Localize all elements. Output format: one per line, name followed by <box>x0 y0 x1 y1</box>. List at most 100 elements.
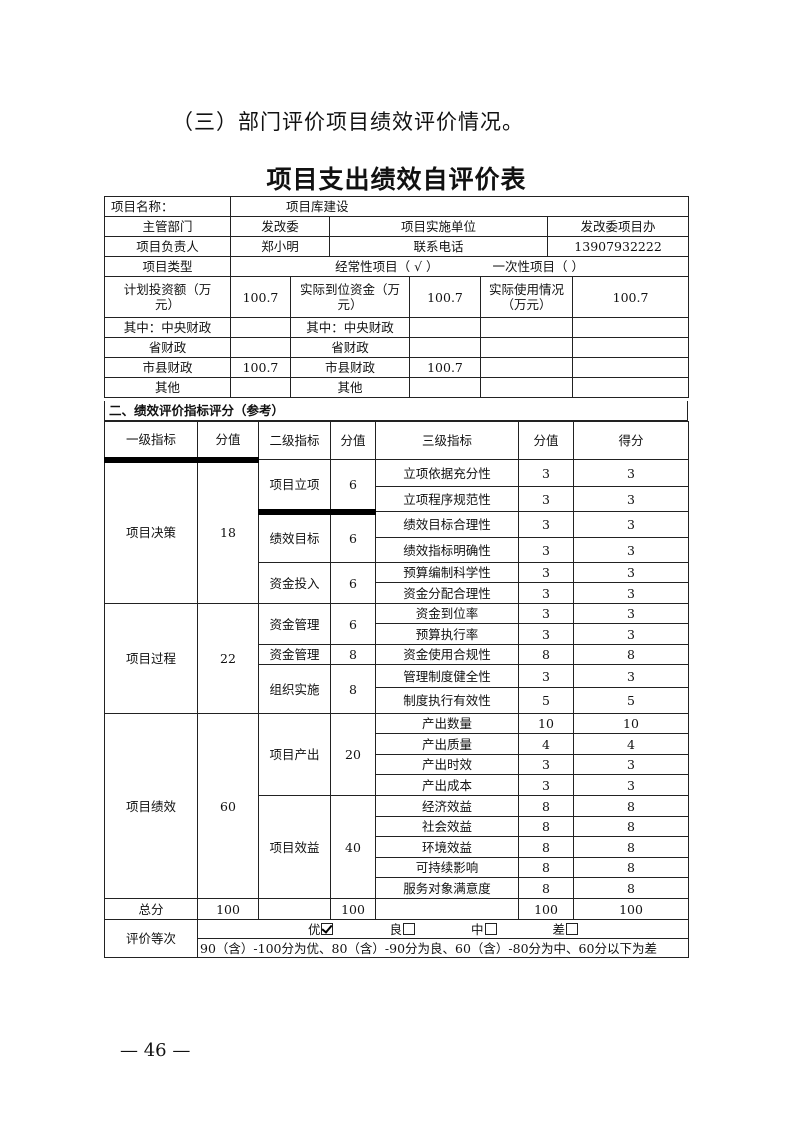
grade-option-label: 差 <box>552 921 566 937</box>
level2-score: 6 <box>330 508 376 563</box>
empty-cell <box>571 337 690 358</box>
funding-actual-label: 其中：中央财政 <box>290 317 410 338</box>
total-score: 100 <box>197 898 259 920</box>
checkbox-icon[interactable] <box>566 922 579 935</box>
grade-option-label: 良 <box>389 921 402 937</box>
indicator-row: 绩效指标明确性 3 3 <box>105 537 689 563</box>
grade-legend: 90（含）-100分为优、80（含）-90分为良、60（含）-80分为中、60分… <box>197 938 689 958</box>
level3-score: 3 <box>518 623 574 645</box>
indicator-row: 社会效益 8 8 <box>105 816 689 837</box>
level3-score: 3 <box>518 664 574 688</box>
indicator-row: 服务对象满意度 8 8 <box>105 877 689 899</box>
checkbox-icon[interactable] <box>403 922 415 935</box>
grade-option[interactable]: 优 <box>308 922 334 937</box>
owner-label: 项目负责人 <box>104 236 231 257</box>
type-regular: 经常性项目（ √ ） <box>335 259 439 274</box>
level3-name: 经济效益 <box>375 795 519 817</box>
level3-name: 资金分配合理性 <box>375 582 519 604</box>
total-level2-score: 100 <box>330 898 376 920</box>
grade-option[interactable]: 差 <box>553 922 579 937</box>
dept: 发改委 <box>230 216 330 237</box>
level2-name: 绩效目标 <box>258 508 331 563</box>
plan-amount: 100.7 <box>230 276 291 318</box>
funding-actual-label: 其他 <box>290 377 410 398</box>
level3-got: 3 <box>573 623 689 645</box>
actual-amount: 100.7 <box>409 276 481 318</box>
level3-name: 产出成本 <box>375 774 519 796</box>
column-header: 分值 <box>518 421 574 460</box>
funding-row: 其中：中央财政 其中：中央财政 <box>104 317 690 338</box>
level3-score: 3 <box>518 603 574 624</box>
funding-row: 省财政 省财政 <box>104 337 690 358</box>
empty-cell <box>480 317 573 338</box>
indicator-row: 预算执行率 3 3 <box>105 623 689 645</box>
level3-score: 8 <box>518 644 574 665</box>
level1-score: 18 <box>197 456 259 604</box>
actual-label: 实际到位资金（万元） <box>290 276 410 318</box>
funding-actual-value <box>409 317 481 338</box>
level3-got: 8 <box>573 816 689 837</box>
level3-name: 产出质量 <box>375 733 519 755</box>
phone-label: 联系电话 <box>329 236 548 257</box>
grade-options: 优良中差 <box>197 919 689 939</box>
total-row: 总分 100 100 100 100 <box>104 898 689 920</box>
grade-legend-row: 90（含）-100分为优、80（含）-90分为良、60（含）-80分为中、60分… <box>105 938 689 958</box>
level2-score: 8 <box>330 664 376 714</box>
level3-name: 产出数量 <box>375 713 519 734</box>
level2-name: 项目产出 <box>258 713 331 796</box>
funding-plan-label: 其中：中央财政 <box>104 317 231 338</box>
level3-score: 8 <box>518 877 574 899</box>
level3-got: 3 <box>573 459 689 487</box>
level3-name: 绩效指标明确性 <box>375 537 519 563</box>
total-level3-score: 100 <box>518 898 574 920</box>
level3-score: 8 <box>518 836 574 858</box>
plan-label: 计划投资额（万元） <box>104 276 231 318</box>
level2-score: 6 <box>330 459 376 512</box>
level3-got: 8 <box>573 644 689 665</box>
funding-plan-value <box>230 337 291 358</box>
section-title: 二、绩效评价指标评分（参考） <box>104 401 688 421</box>
level3-score: 3 <box>518 582 574 604</box>
empty-cell <box>480 337 573 358</box>
level3-got: 3 <box>573 562 689 583</box>
level3-score: 3 <box>518 774 574 796</box>
empty-cell <box>571 357 690 378</box>
level3-name: 产出时效 <box>375 754 519 775</box>
level3-got: 8 <box>573 857 689 878</box>
indicator-table: 一级指标 分值 二级指标 分值 三级指标 分值 得分 项目决策 18 项目立项 6 立项依据充分性 3 3… <box>104 421 689 958</box>
dept-label: 主管部门 <box>104 216 231 237</box>
owner: 郑小明 <box>230 236 330 257</box>
level3-score: 8 <box>518 816 574 837</box>
grade-option[interactable]: 良 <box>389 922 415 937</box>
level1-name: 项目绩效 <box>104 713 198 899</box>
project-name-label: 项目名称： <box>104 196 231 217</box>
level3-name: 绩效目标合理性 <box>375 511 519 538</box>
level3-name: 管理制度健全性 <box>375 664 519 688</box>
checkbox-icon[interactable] <box>484 922 497 935</box>
level3-got: 3 <box>573 754 689 775</box>
level1-name: 项目过程 <box>104 603 198 714</box>
empty-cell <box>571 317 690 338</box>
total-label: 总分 <box>104 898 198 920</box>
level2-score: 40 <box>330 795 376 899</box>
funding-plan-label: 省财政 <box>104 337 231 358</box>
grade-option[interactable]: 中 <box>471 922 497 937</box>
column-header: 三级指标 <box>375 421 519 460</box>
indicator-row: 立项程序规范性 3 3 <box>105 486 689 512</box>
empty-cell <box>375 898 519 920</box>
page-title: 项目支出绩效自评价表 <box>266 165 527 194</box>
level3-name: 立项依据充分性 <box>375 459 519 487</box>
section-heading: （三）部门评价项目绩效评价情况。 <box>172 110 524 134</box>
level3-score: 3 <box>518 754 574 775</box>
level3-got: 8 <box>573 795 689 817</box>
level3-score: 10 <box>518 713 574 734</box>
level3-name: 制度执行有效性 <box>375 687 519 714</box>
level2-name: 组织实施 <box>258 664 331 714</box>
empty-cell <box>480 377 573 398</box>
indicator-row: 绩效目标 6 绩效目标合理性 3 3 <box>105 508 689 563</box>
column-header: 得分 <box>573 421 689 460</box>
checked-checkbox-icon[interactable] <box>321 922 334 935</box>
level2-score: 20 <box>330 713 376 796</box>
level3-name: 可持续影响 <box>375 857 519 878</box>
funding-plan-label: 市县财政 <box>104 357 231 378</box>
